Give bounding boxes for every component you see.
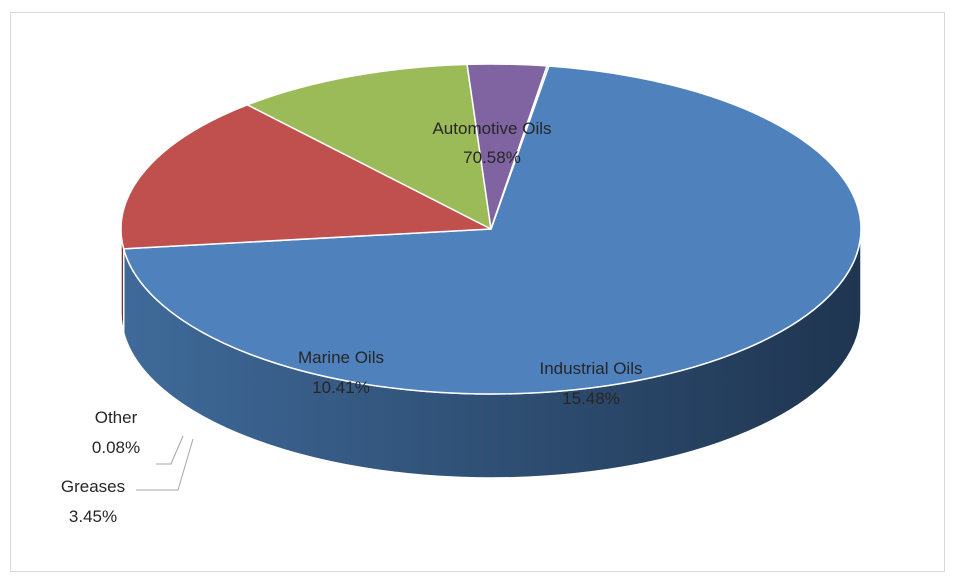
label-name-marine-oils: Marine Oils xyxy=(298,348,384,367)
label-name-automotive-oils: Automotive Oils xyxy=(432,119,551,138)
chart-frame: Automotive Oils 70.58% Industrial Oils 1… xyxy=(10,12,945,572)
label-value-greases: 3.45% xyxy=(69,507,117,526)
label-name-other: Other xyxy=(95,408,138,427)
pie-chart: Automotive Oils 70.58% Industrial Oils 1… xyxy=(61,63,862,526)
label-value-marine-oils: 10.41% xyxy=(312,378,370,397)
pie-slice-automotive-oils xyxy=(122,65,862,395)
pie-slice-industrial-oils xyxy=(120,104,492,250)
label-name-greases: Greases xyxy=(61,477,125,496)
pie-tops xyxy=(120,63,862,395)
label-value-automotive-oils: 70.58% xyxy=(463,148,521,167)
pie-slice-marine-oils xyxy=(246,63,492,230)
label-value-industrial-oils: 15.48% xyxy=(562,389,620,408)
leader-line-greases xyxy=(136,438,194,491)
label-name-industrial-oils: Industrial Oils xyxy=(540,359,643,378)
data-labels: Automotive Oils 70.58% Industrial Oils 1… xyxy=(61,119,643,526)
leader-line-other xyxy=(156,435,184,465)
leader-lines xyxy=(136,435,194,491)
pie-slice-other xyxy=(490,65,550,230)
label-value-other: 0.08% xyxy=(92,438,140,457)
